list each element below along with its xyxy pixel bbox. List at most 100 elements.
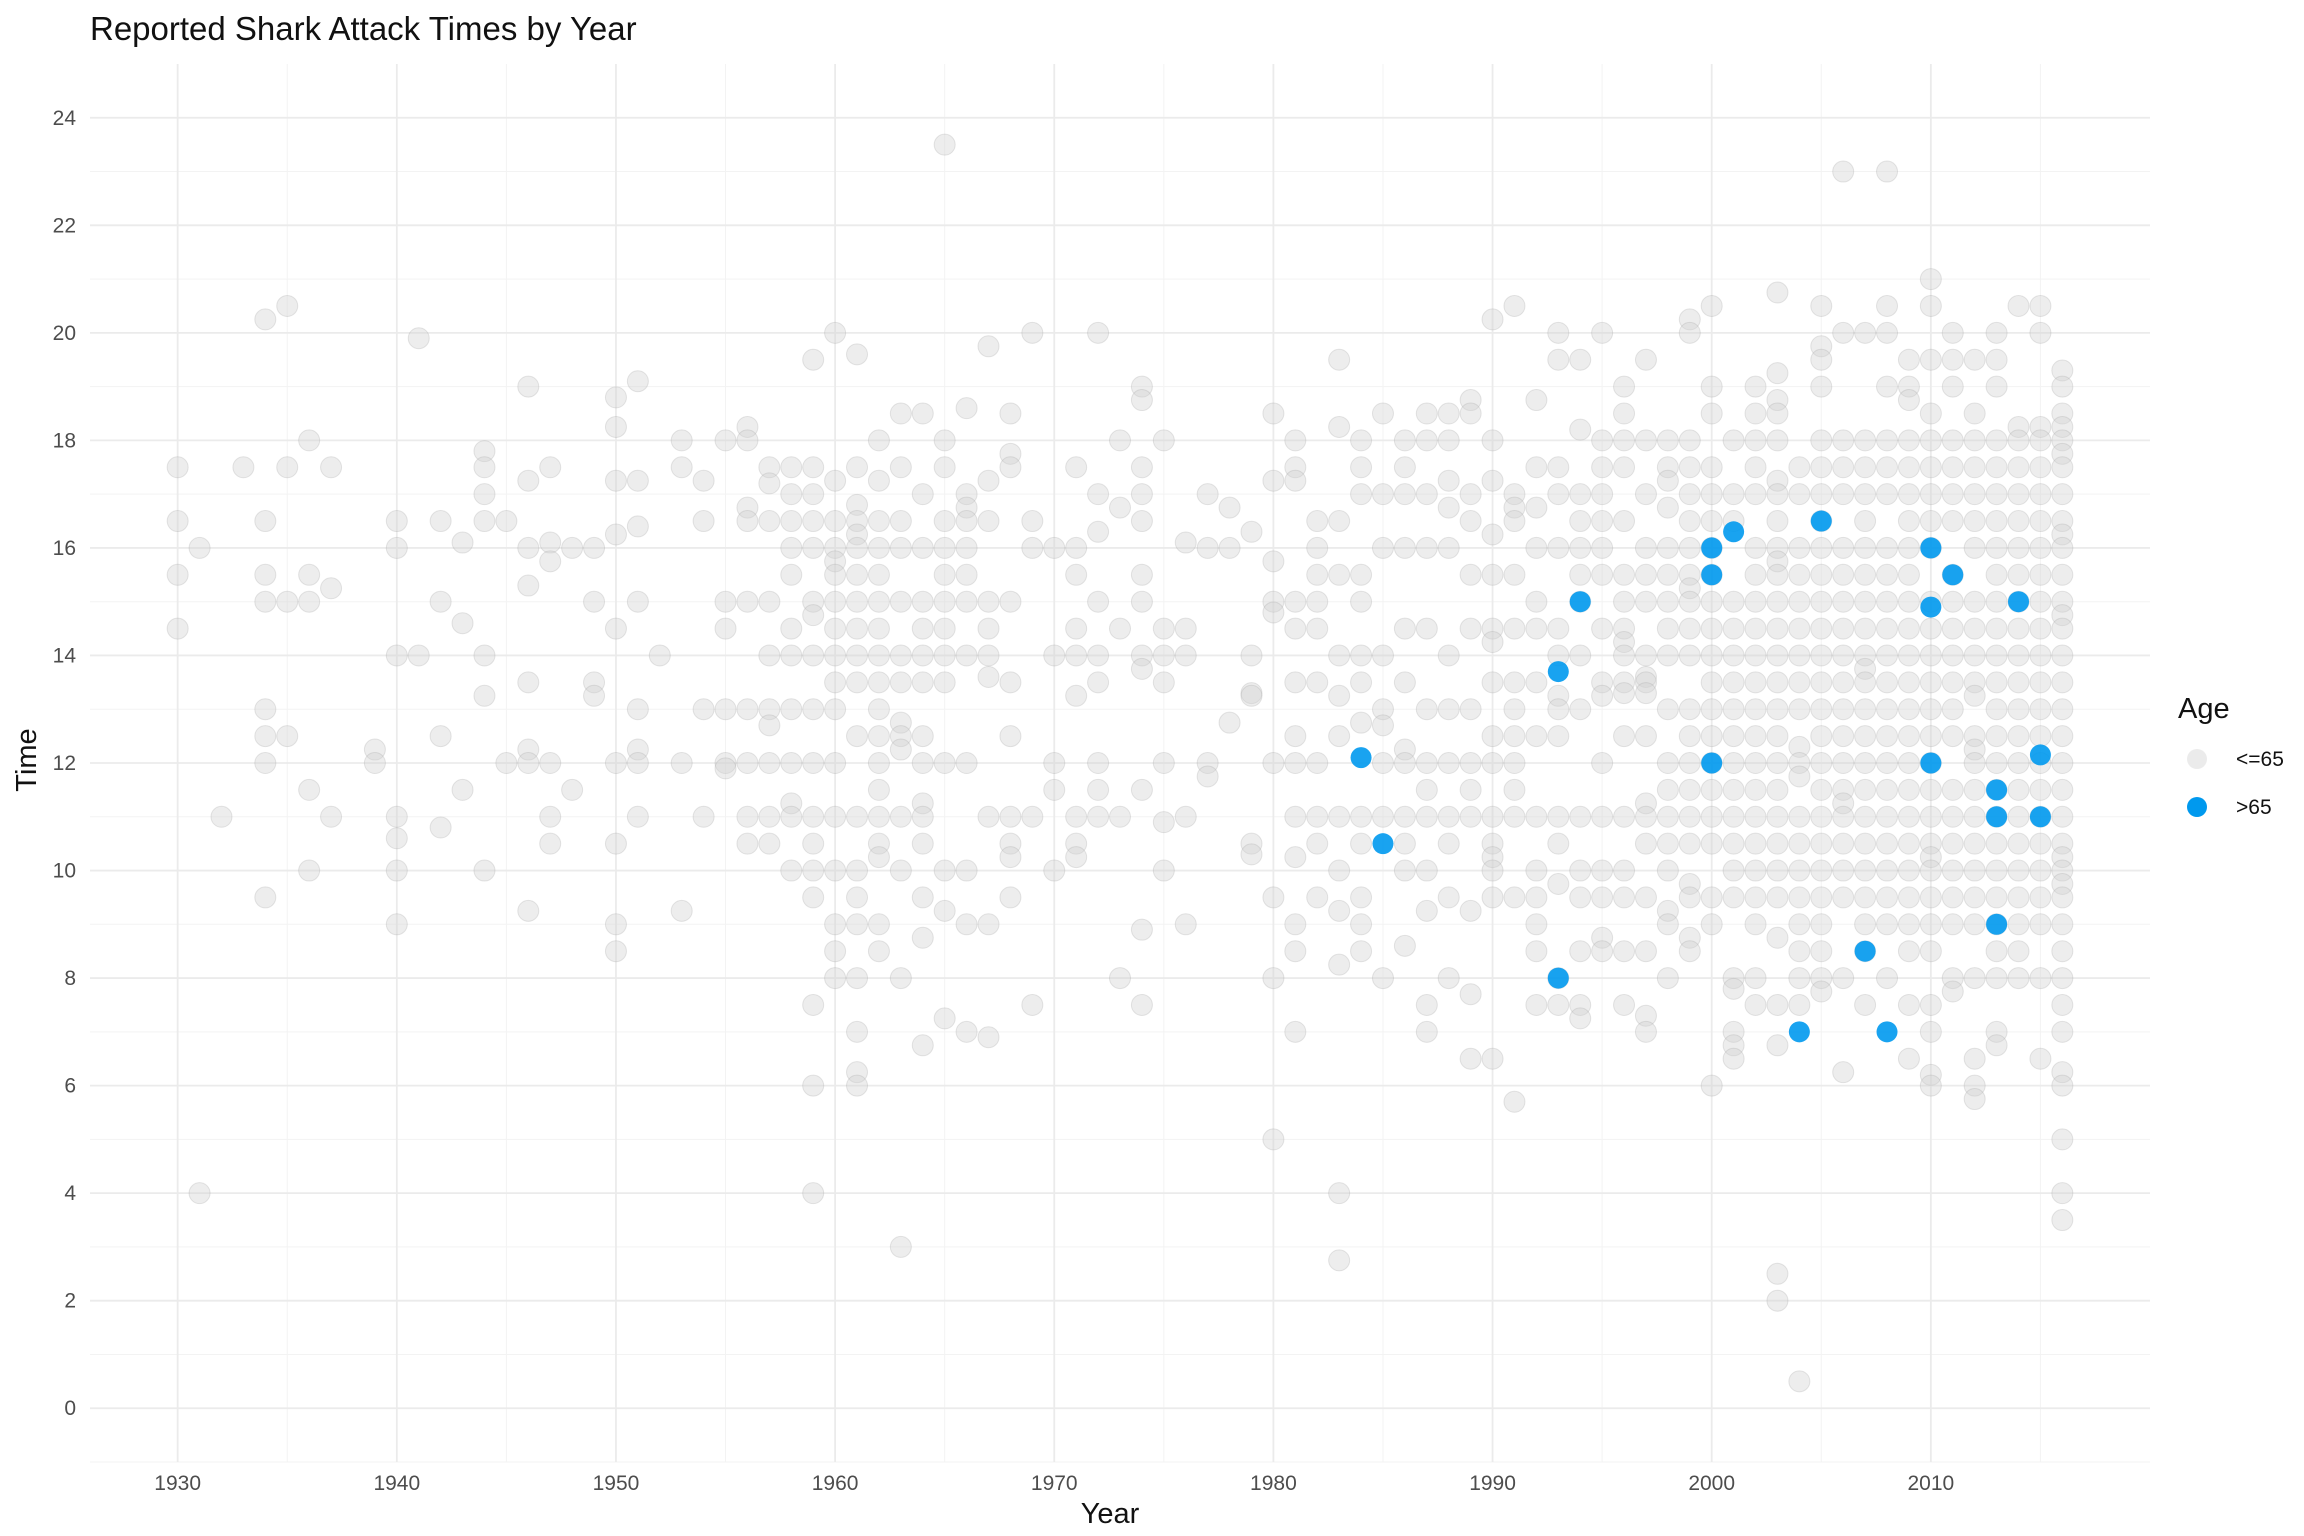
point-le65: [298, 563, 321, 586]
point-le65: [1766, 429, 1789, 452]
point-le65: [1547, 698, 1570, 721]
point-le65: [1481, 523, 1504, 546]
point-le65: [1854, 778, 1877, 801]
point-le65: [2007, 483, 2030, 506]
point-le65: [1087, 805, 1110, 828]
point-le65: [1350, 590, 1373, 613]
point-le65: [1766, 644, 1789, 667]
point-le65: [780, 456, 803, 479]
y-tick-label: 20: [53, 322, 76, 345]
point-le65: [1722, 1034, 1745, 1057]
point-le65: [802, 510, 825, 533]
point-le65: [1240, 832, 1263, 855]
point-le65: [1569, 644, 1592, 667]
point-le65: [1284, 456, 1307, 479]
point-le65: [1634, 886, 1657, 909]
point-le65: [1678, 886, 1701, 909]
point-le65: [1897, 456, 1920, 479]
x-tick-label: 1990: [1469, 1472, 1516, 1495]
point-le65: [846, 536, 869, 559]
point-le65: [2051, 1128, 2074, 1151]
point-le65: [1722, 617, 1745, 640]
point-le65: [867, 671, 890, 694]
point-le65: [1613, 859, 1636, 882]
point-le65: [2051, 993, 2074, 1016]
point-le65: [2051, 805, 2074, 828]
point-le65: [604, 617, 627, 640]
point-le65: [1919, 940, 1942, 963]
point-le65: [1591, 456, 1614, 479]
point-le65: [1941, 832, 1964, 855]
point-le65: [1744, 859, 1767, 882]
point-le65: [955, 496, 978, 519]
point-le65: [824, 321, 847, 344]
point-le65: [1700, 913, 1723, 936]
point-le65: [1722, 886, 1745, 909]
point-le65: [1547, 993, 1570, 1016]
point-le65: [1656, 698, 1679, 721]
point-le65: [1569, 698, 1592, 721]
point-le65: [1087, 321, 1110, 344]
point-le65: [539, 550, 562, 573]
point-le65: [1350, 563, 1373, 586]
point-le65: [736, 415, 759, 438]
point-le65: [298, 590, 321, 613]
point-le65: [1941, 321, 1964, 344]
point-le65: [1284, 429, 1307, 452]
point-le65: [1065, 684, 1088, 707]
point-le65: [1985, 671, 2008, 694]
point-le65: [2029, 778, 2052, 801]
point-le65: [2051, 725, 2074, 748]
point-le65: [1437, 536, 1460, 559]
point-le65: [1919, 294, 1942, 317]
point-le65: [1941, 805, 1964, 828]
point-le65: [1569, 1007, 1592, 1030]
point-le65: [1832, 483, 1855, 506]
point-le65: [1941, 590, 1964, 613]
point-le65: [1525, 859, 1548, 882]
point-le65: [977, 335, 1000, 358]
point-le65: [846, 725, 869, 748]
point-le65: [1854, 590, 1877, 613]
chart-title: Reported Shark Attack Times by Year: [90, 10, 637, 47]
point-le65: [2029, 563, 2052, 586]
point-le65: [1876, 294, 1899, 317]
point-le65: [1985, 590, 2008, 613]
point-le65: [1788, 940, 1811, 963]
point-le65: [824, 940, 847, 963]
point-le65: [1437, 967, 1460, 990]
point-le65: [1832, 792, 1855, 815]
point-le65: [1481, 308, 1504, 331]
point-le65: [867, 429, 890, 452]
point-le65: [1854, 510, 1877, 533]
point-le65: [1415, 483, 1438, 506]
point-le65: [780, 859, 803, 882]
point-le65: [867, 617, 890, 640]
point-le65: [1547, 483, 1570, 506]
point-gt65: [1854, 940, 1876, 962]
point-le65: [1876, 725, 1899, 748]
point-le65: [2051, 913, 2074, 936]
point-le65: [2051, 483, 2074, 506]
point-le65: [1415, 993, 1438, 1016]
point-le65: [1766, 536, 1789, 559]
point-le65: [1459, 983, 1482, 1006]
point-le65: [1306, 590, 1329, 613]
point-le65: [1744, 752, 1767, 774]
point-gt65: [1920, 596, 1942, 618]
point-le65: [1328, 563, 1351, 586]
point-le65: [1525, 671, 1548, 694]
point-le65: [1284, 805, 1307, 828]
point-le65: [2051, 872, 2074, 895]
point-le65: [1876, 590, 1899, 613]
point-le65: [1634, 832, 1657, 855]
point-le65: [1963, 684, 1986, 707]
point-le65: [1393, 859, 1416, 882]
point-le65: [1656, 496, 1679, 519]
point-le65: [1788, 805, 1811, 828]
point-le65: [1897, 993, 1920, 1016]
point-le65: [1437, 832, 1460, 855]
point-le65: [1810, 429, 1833, 452]
point-le65: [1744, 832, 1767, 855]
point-le65: [1591, 752, 1614, 774]
